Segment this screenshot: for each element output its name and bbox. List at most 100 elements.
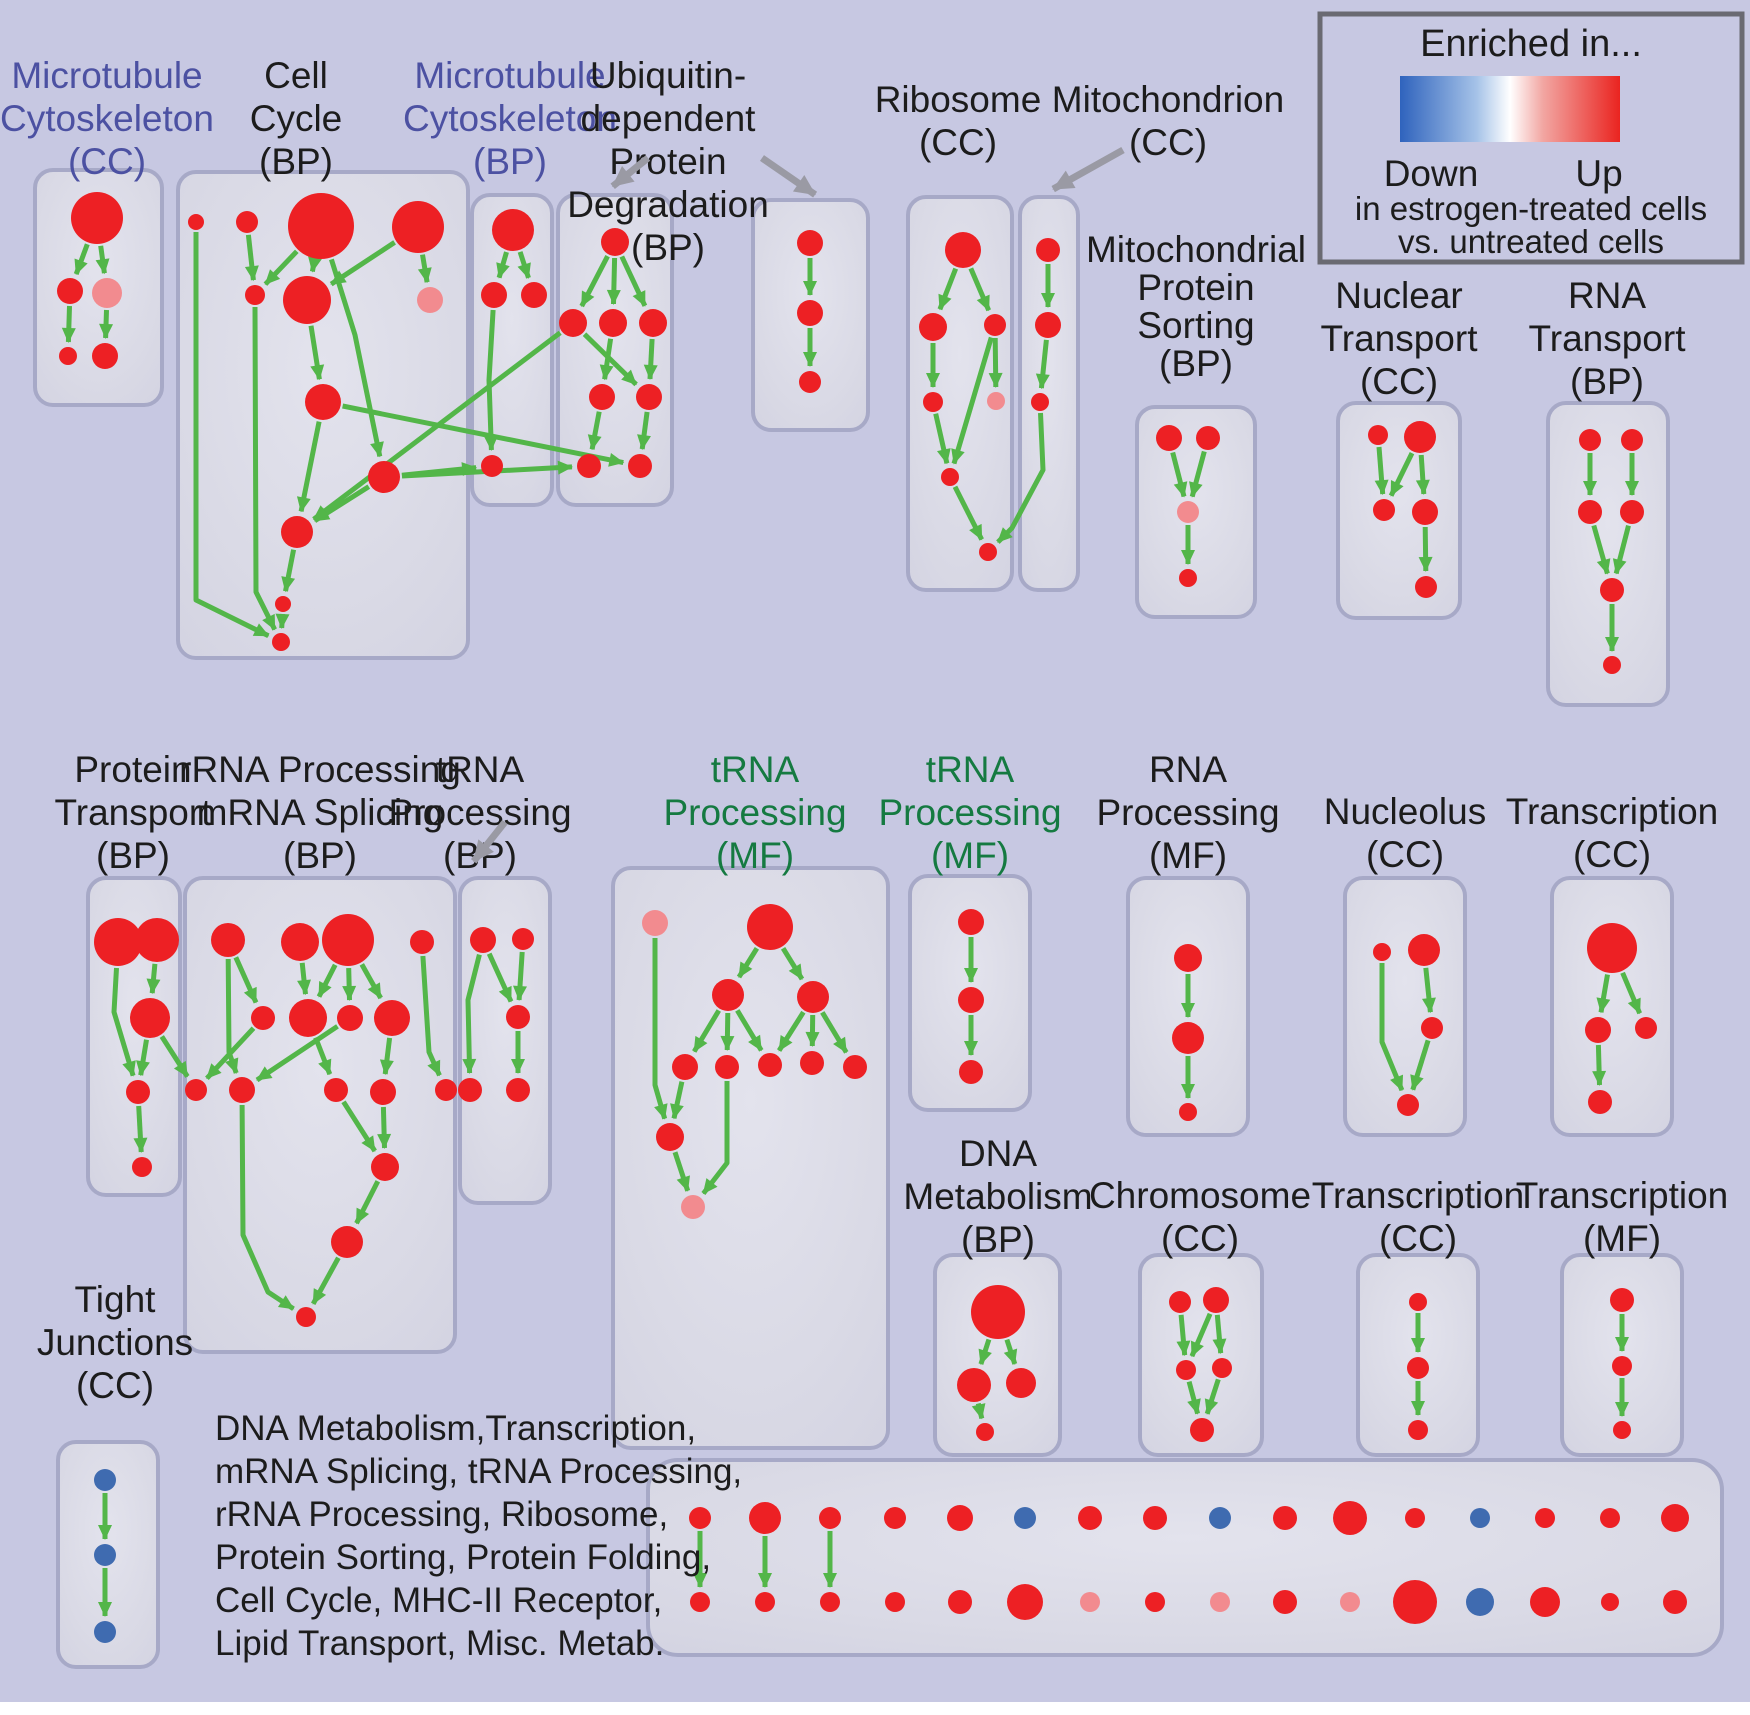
node-shared-b5[interactable] xyxy=(1007,1584,1043,1620)
node-shared-t14[interactable] xyxy=(1600,1508,1620,1528)
node-trna-mf-small-b[interactable] xyxy=(958,987,984,1013)
node-shared-b2[interactable] xyxy=(820,1592,840,1612)
node-shared-b12[interactable] xyxy=(1466,1588,1494,1616)
node-rna-transport-tr[interactable] xyxy=(1621,429,1643,451)
node-rrna-mrna-L[interactable] xyxy=(370,1079,396,1105)
node-rna-processing-a[interactable] xyxy=(1174,944,1202,972)
node-ribosome-l3[interactable] xyxy=(923,392,943,412)
node-ribosome-mc[interactable] xyxy=(984,314,1006,336)
node-ub-deg-2-b[interactable] xyxy=(797,300,823,326)
node-trna-mf-big-r1[interactable] xyxy=(672,1054,698,1080)
node-nuclear-transport-bt[interactable] xyxy=(1415,576,1437,598)
node-rna-transport-mr[interactable] xyxy=(1620,500,1644,524)
node-rrna-mrna-H[interactable] xyxy=(374,1000,410,1036)
node-rrna-mrna-A[interactable] xyxy=(211,923,245,957)
node-shared-t0[interactable] xyxy=(689,1507,711,1529)
node-chromosome-bt[interactable] xyxy=(1190,1418,1214,1442)
node-shared-t13[interactable] xyxy=(1535,1508,1555,1528)
node-shared-b0[interactable] xyxy=(690,1592,710,1612)
node-shared-t11[interactable] xyxy=(1405,1508,1425,1528)
node-cell-cycle-n0[interactable] xyxy=(188,214,204,230)
node-protein-transport-bt[interactable] xyxy=(132,1157,152,1177)
node-nucleolus-tr[interactable] xyxy=(1408,934,1440,966)
node-trna-bp-mid[interactable] xyxy=(506,1005,530,1029)
node-mitochondrion-m3[interactable] xyxy=(1031,393,1049,411)
node-protein-transport-mid[interactable] xyxy=(130,998,170,1038)
node-rrna-mrna-I[interactable] xyxy=(185,1079,207,1101)
node-cell-cycle-n7[interactable] xyxy=(305,384,341,420)
node-mt-cc-d[interactable] xyxy=(59,347,77,365)
node-rrna-mrna-P[interactable] xyxy=(296,1307,316,1327)
node-mito-sorting-d[interactable] xyxy=(1179,569,1197,587)
node-transcription-cc-2-a[interactable] xyxy=(1409,1293,1427,1311)
node-shared-t5[interactable] xyxy=(1014,1507,1036,1529)
node-ub-deg-g[interactable] xyxy=(628,454,652,478)
node-mito-sorting-b[interactable] xyxy=(1196,426,1220,450)
node-nuclear-transport-ml[interactable] xyxy=(1373,499,1395,521)
node-rrna-mrna-D[interactable] xyxy=(410,930,434,954)
node-mt-cc-c[interactable] xyxy=(92,278,122,308)
node-ribosome-t[interactable] xyxy=(945,232,981,268)
node-cell-cycle-n5[interactable] xyxy=(283,276,331,324)
node-shared-t1[interactable] xyxy=(749,1502,781,1534)
node-ub-deg-e[interactable] xyxy=(636,384,662,410)
node-dna-metabolism-bt[interactable] xyxy=(976,1423,994,1441)
node-rrna-mrna-O[interactable] xyxy=(331,1226,363,1258)
node-cell-cycle-n1[interactable] xyxy=(236,211,258,233)
node-protein-transport-ta[interactable] xyxy=(94,918,142,966)
node-cell-cycle-n8[interactable] xyxy=(368,461,400,493)
node-shared-b14[interactable] xyxy=(1601,1593,1619,1611)
node-rna-processing-c[interactable] xyxy=(1179,1103,1197,1121)
node-ub-deg-t[interactable] xyxy=(601,228,629,256)
node-mt-bp-t[interactable] xyxy=(492,209,534,251)
node-trna-mf-big-r3[interactable] xyxy=(758,1053,782,1077)
node-rrna-mrna-B[interactable] xyxy=(281,923,319,961)
node-shared-b4[interactable] xyxy=(948,1590,972,1614)
node-trna-bp-b2[interactable] xyxy=(506,1078,530,1102)
node-rna-transport-ml[interactable] xyxy=(1578,500,1602,524)
node-nucleolus-mid[interactable] xyxy=(1421,1017,1443,1039)
node-shared-b13[interactable] xyxy=(1530,1587,1560,1617)
node-cell-cycle-n6[interactable] xyxy=(417,287,443,313)
node-dna-metabolism-ml[interactable] xyxy=(957,1368,991,1402)
node-mitochondrion-m2[interactable] xyxy=(1035,312,1061,338)
node-ribosome-cv[interactable] xyxy=(941,468,959,486)
node-cell-cycle-n11[interactable] xyxy=(272,633,290,651)
node-chromosome-tr[interactable] xyxy=(1203,1287,1229,1313)
node-trna-mf-big-r4[interactable] xyxy=(800,1051,824,1075)
node-mt-cc-b[interactable] xyxy=(57,278,83,304)
node-ribosome-bt[interactable] xyxy=(979,543,997,561)
node-shared-b11[interactable] xyxy=(1393,1580,1437,1624)
node-shared-b10[interactable] xyxy=(1340,1592,1360,1612)
node-mt-cc-e[interactable] xyxy=(92,343,118,369)
node-rrna-mrna-J[interactable] xyxy=(229,1077,255,1103)
node-shared-t9[interactable] xyxy=(1273,1506,1297,1530)
node-trna-mf-big-pk2[interactable] xyxy=(681,1195,705,1219)
node-trna-bp-tl[interactable] xyxy=(470,927,496,953)
node-shared-b9[interactable] xyxy=(1273,1590,1297,1614)
node-shared-t8[interactable] xyxy=(1209,1507,1231,1529)
node-mito-sorting-a[interactable] xyxy=(1156,425,1182,451)
node-trna-mf-big-big[interactable] xyxy=(747,904,793,950)
node-ub-deg-2-a[interactable] xyxy=(797,230,823,256)
node-rrna-mrna-G[interactable] xyxy=(337,1005,363,1031)
node-protein-transport-tb[interactable] xyxy=(135,918,179,962)
node-shared-t10[interactable] xyxy=(1333,1501,1367,1535)
node-trna-bp-tr[interactable] xyxy=(512,928,534,950)
node-trna-mf-big-low[interactable] xyxy=(656,1123,684,1151)
node-ribosome-ml[interactable] xyxy=(919,313,947,341)
node-shared-b7[interactable] xyxy=(1145,1592,1165,1612)
node-chromosome-ml[interactable] xyxy=(1176,1360,1196,1380)
node-transcription-cc-1-bt[interactable] xyxy=(1588,1090,1612,1114)
node-tight-junctions-b[interactable] xyxy=(94,1544,116,1566)
node-mitochondrion-m1[interactable] xyxy=(1036,238,1060,262)
node-shared-t4[interactable] xyxy=(947,1505,973,1531)
node-nucleolus-bt[interactable] xyxy=(1397,1094,1419,1116)
node-ub-deg-2-c[interactable] xyxy=(799,371,821,393)
node-rrna-mrna-M[interactable] xyxy=(435,1079,457,1101)
node-cell-cycle-n10[interactable] xyxy=(275,596,291,612)
node-shared-t2[interactable] xyxy=(819,1507,841,1529)
node-transcription-cc-1-mr[interactable] xyxy=(1635,1017,1657,1039)
node-transcription-cc-2-c[interactable] xyxy=(1408,1420,1428,1440)
node-trna-bp-b1[interactable] xyxy=(458,1078,482,1102)
